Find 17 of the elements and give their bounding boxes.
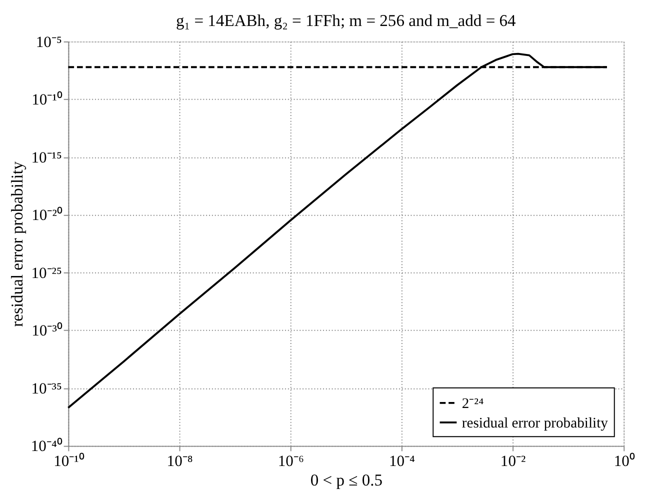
chart-title: g₁ = 14EABh, g₂ = 1FFh; m = 256 and m_add = 64 — [176, 10, 517, 30]
x-tick-label: 10⁰ — [614, 452, 636, 470]
y-tick-label: 10⁻⁵ — [36, 34, 62, 51]
legend-label: residual error probability — [462, 415, 609, 432]
y-tick-label: 10⁻³⁰ — [32, 322, 63, 340]
x-tick-label: 10⁻⁸ — [166, 452, 193, 470]
y-tick-label: 10⁻¹⁵ — [31, 149, 62, 166]
y-tick-label: 10⁻²⁰ — [32, 206, 63, 224]
y-tick-label: 10⁻¹⁰ — [32, 90, 63, 109]
x-tick-label: 10⁻⁶ — [278, 452, 304, 470]
y-tick-label: 10⁻³⁵ — [31, 380, 62, 398]
x-tick-label: 10⁻⁴ — [388, 452, 415, 470]
y-tick-label: 10⁻²⁵ — [31, 264, 62, 282]
y-axis-title: residual error probability — [7, 160, 26, 327]
x-tick-label: 10⁻² — [500, 452, 526, 470]
legend-label: 2⁻²⁴ — [462, 396, 484, 412]
x-axis-title: 0 < p ≤ 0.5 — [310, 470, 383, 490]
